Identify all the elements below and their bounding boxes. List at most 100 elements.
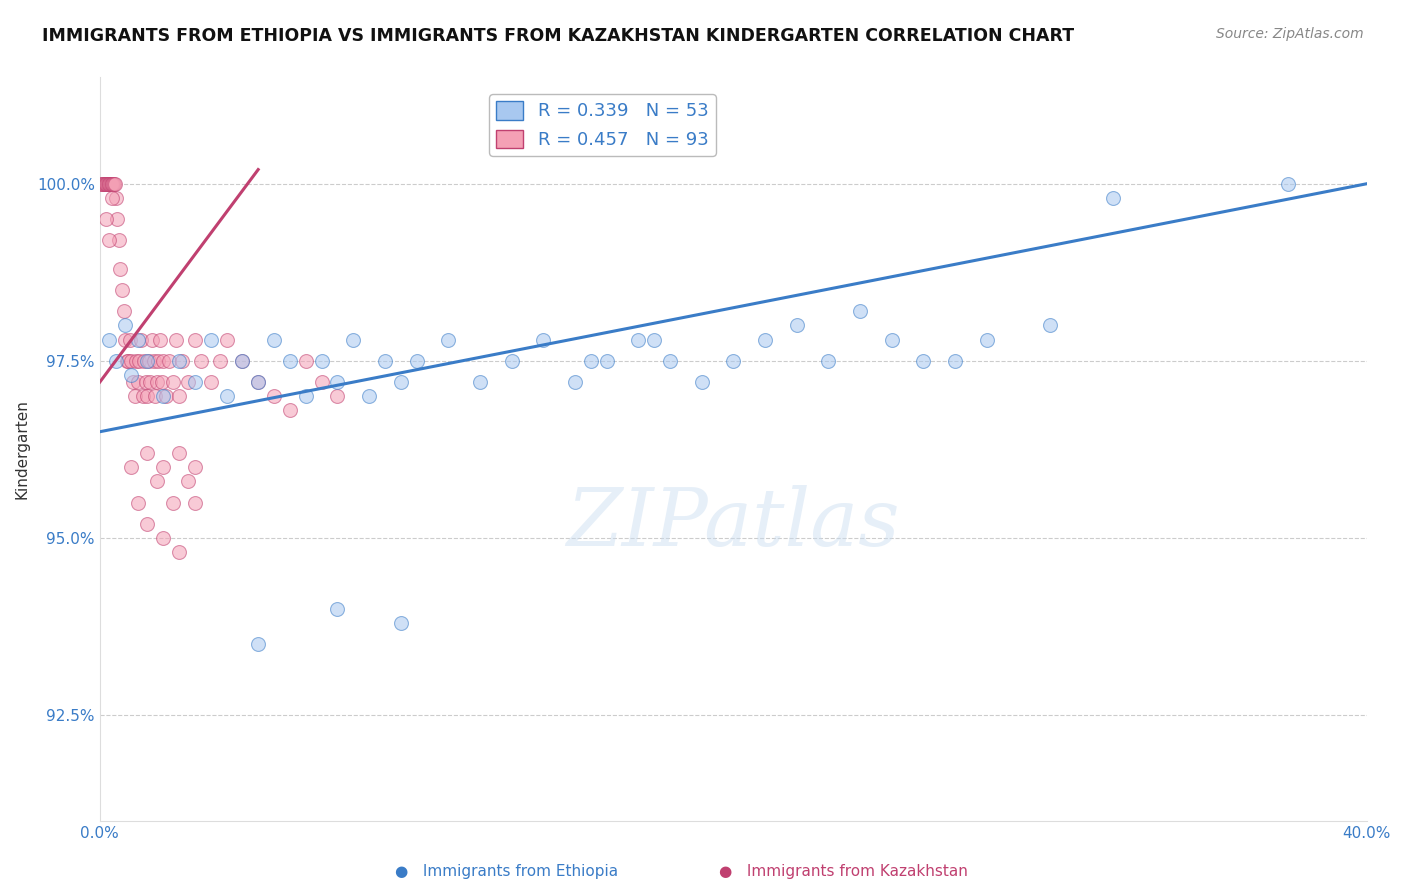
- Point: [101, 177, 124, 191]
- Point: [184, 495, 207, 509]
- Point: [91, 177, 114, 191]
- Point: [231, 354, 253, 368]
- Point: [115, 354, 138, 368]
- Point: [114, 318, 136, 333]
- Point: [754, 333, 776, 347]
- Point: [103, 177, 125, 191]
- Point: [190, 354, 212, 368]
- Point: [129, 333, 152, 347]
- Point: [468, 375, 491, 389]
- Point: [104, 177, 127, 191]
- Point: [389, 375, 412, 389]
- Point: [127, 375, 149, 389]
- Point: [112, 304, 135, 318]
- Point: [148, 354, 170, 368]
- Point: [159, 354, 181, 368]
- Point: [943, 354, 966, 368]
- Point: [131, 389, 153, 403]
- Point: [165, 333, 187, 347]
- Point: [595, 354, 617, 368]
- Point: [643, 333, 665, 347]
- Point: [94, 177, 117, 191]
- Point: [90, 177, 112, 191]
- Point: [579, 354, 602, 368]
- Point: [326, 389, 349, 403]
- Point: [1277, 177, 1299, 191]
- Point: [849, 304, 872, 318]
- Point: [149, 333, 172, 347]
- Point: [143, 389, 166, 403]
- Point: [817, 354, 839, 368]
- Point: [118, 333, 141, 347]
- Point: [200, 375, 222, 389]
- Point: [124, 389, 146, 403]
- Point: [247, 375, 270, 389]
- Point: [104, 191, 127, 205]
- Point: [150, 375, 173, 389]
- Point: [105, 212, 128, 227]
- Point: [405, 354, 427, 368]
- Text: ●   Immigrants from Ethiopia: ● Immigrants from Ethiopia: [395, 864, 617, 879]
- Point: [215, 389, 238, 403]
- Point: [96, 177, 118, 191]
- Point: [142, 354, 165, 368]
- Point: [101, 177, 124, 191]
- Point: [128, 354, 150, 368]
- Point: [1039, 318, 1062, 333]
- Point: [98, 177, 121, 191]
- Point: [880, 333, 903, 347]
- Point: [184, 460, 207, 475]
- Point: [167, 545, 190, 559]
- Text: IMMIGRANTS FROM ETHIOPIA VS IMMIGRANTS FROM KAZAKHSTAN KINDERGARTEN CORRELATION : IMMIGRANTS FROM ETHIOPIA VS IMMIGRANTS F…: [42, 27, 1074, 45]
- Point: [146, 475, 169, 489]
- Point: [98, 234, 121, 248]
- Point: [209, 354, 232, 368]
- Point: [247, 375, 270, 389]
- Point: [121, 368, 143, 382]
- Point: [374, 354, 396, 368]
- Point: [152, 354, 174, 368]
- Point: [121, 354, 143, 368]
- Point: [311, 375, 333, 389]
- Point: [501, 354, 523, 368]
- Point: [162, 375, 184, 389]
- Point: [134, 354, 156, 368]
- Text: ●   Immigrants from Kazakhstan: ● Immigrants from Kazakhstan: [718, 864, 969, 879]
- Point: [167, 354, 190, 368]
- Point: [91, 177, 114, 191]
- Point: [136, 446, 159, 460]
- Point: [98, 177, 121, 191]
- Point: [139, 375, 162, 389]
- Point: [104, 354, 127, 368]
- Point: [152, 389, 174, 403]
- Point: [342, 333, 364, 347]
- Point: [200, 333, 222, 347]
- Point: [357, 389, 380, 403]
- Point: [136, 354, 159, 368]
- Point: [114, 333, 136, 347]
- Point: [263, 333, 285, 347]
- Point: [389, 615, 412, 630]
- Y-axis label: Kindergarten: Kindergarten: [15, 400, 30, 500]
- Text: Source: ZipAtlas.com: Source: ZipAtlas.com: [1216, 27, 1364, 41]
- Point: [786, 318, 808, 333]
- Point: [127, 495, 149, 509]
- Point: [177, 475, 200, 489]
- Point: [690, 375, 713, 389]
- Point: [294, 354, 316, 368]
- Point: [121, 460, 143, 475]
- Point: [117, 354, 139, 368]
- Text: ZIPatlas: ZIPatlas: [567, 485, 900, 563]
- Point: [100, 177, 122, 191]
- Point: [108, 234, 131, 248]
- Point: [215, 333, 238, 347]
- Point: [101, 177, 124, 191]
- Point: [564, 375, 586, 389]
- Point: [152, 460, 174, 475]
- Point: [247, 637, 270, 651]
- Point: [141, 333, 163, 347]
- Point: [97, 177, 120, 191]
- Point: [172, 354, 194, 368]
- Point: [311, 354, 333, 368]
- Point: [1102, 191, 1125, 205]
